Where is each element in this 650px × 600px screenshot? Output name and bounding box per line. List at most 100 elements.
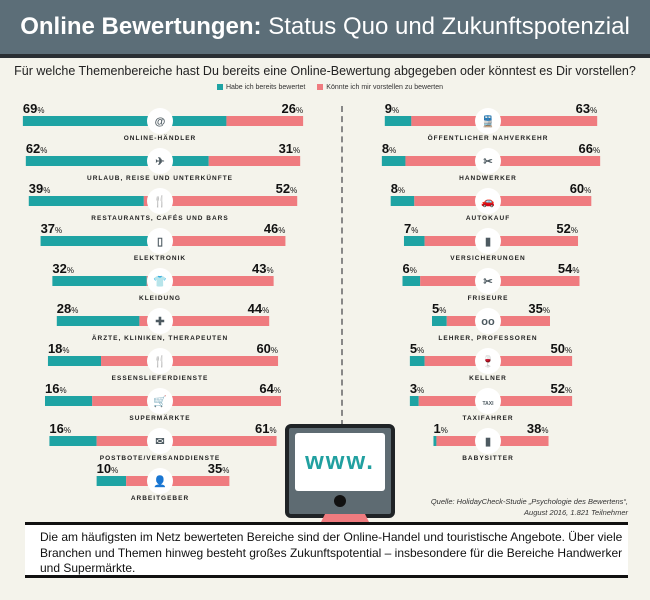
category-label: HANDWERKER xyxy=(459,175,517,182)
category-label: BABYSITTER xyxy=(462,455,514,462)
monitor-button xyxy=(334,495,346,507)
legend: Habe ich bereits bewertet Könnte ich mir… xyxy=(0,84,650,91)
value-could: 60% xyxy=(256,341,278,356)
category-label: POSTBOTE/VERSANDDIENSTE xyxy=(100,455,221,462)
bar-could xyxy=(146,276,274,286)
bar-rated xyxy=(432,316,447,326)
value-rated: 5% xyxy=(432,301,446,316)
icon-circle xyxy=(147,108,173,134)
category-label: ÄRZTE, KLINIKEN, THERAPEUTEN xyxy=(92,334,228,342)
summary-text: Die am häufigsten im Netz bewerteten Ber… xyxy=(25,522,628,578)
divider xyxy=(341,106,343,426)
baby-bottle-icon: ▮ xyxy=(485,436,491,448)
value-rated: 32% xyxy=(52,261,74,276)
value-could: 52% xyxy=(556,221,578,236)
category-label: LEHRER, PROFESSOREN xyxy=(438,335,537,342)
value-could: 43% xyxy=(252,261,274,276)
icon-circle xyxy=(475,228,501,254)
value-rated: 69% xyxy=(23,101,45,116)
icon-circle xyxy=(147,188,173,214)
value-rated: 5% xyxy=(410,341,424,356)
bar-rated xyxy=(402,276,421,286)
category-label: ARBEITGEBER xyxy=(131,495,189,502)
icon-circle xyxy=(147,308,173,334)
glasses-icon: oo xyxy=(481,316,495,328)
wine-icon: 🍷 xyxy=(481,355,495,368)
icon-circle xyxy=(475,188,501,214)
category-label: VERSICHERUNGEN xyxy=(450,255,525,262)
bar-could xyxy=(139,316,270,326)
legend-could: Könnte ich mir vorstellen zu bewerten xyxy=(326,84,444,91)
value-could: 44% xyxy=(248,301,270,316)
person-icon: 👤 xyxy=(153,475,167,488)
cutlery-icon: 🍴 xyxy=(153,195,167,208)
value-could: 66% xyxy=(579,141,601,156)
car-icon: 🚗 xyxy=(481,196,495,208)
bar-rated xyxy=(390,196,415,206)
value-rated: 6% xyxy=(403,261,417,276)
icon-circle xyxy=(147,268,173,294)
category-label: TAXIFAHRER xyxy=(462,415,513,422)
value-rated: 37% xyxy=(41,221,63,236)
bar-could xyxy=(405,156,601,166)
category-label: SUPERMÄRKTE xyxy=(129,414,190,422)
bar-rated xyxy=(45,396,93,406)
bar-could xyxy=(126,476,230,486)
page-title: Online Bewertungen: Status Quo und Zukun… xyxy=(0,0,650,58)
value-rated: 10% xyxy=(97,461,119,476)
title-rest: Status Quo und Zukunftspotenzial xyxy=(268,13,630,40)
category-label: FRISEURE xyxy=(468,295,509,302)
icon-circle xyxy=(147,148,173,174)
bar-could xyxy=(149,236,286,246)
value-rated: 62% xyxy=(26,141,48,156)
value-could: 54% xyxy=(558,261,580,276)
monitor-screen: www. xyxy=(295,433,385,491)
cart-icon: 🛒 xyxy=(153,395,167,408)
value-rated: 16% xyxy=(49,421,71,436)
value-could: 60% xyxy=(570,181,592,196)
icon-circle xyxy=(147,228,173,254)
cutlery-icon: 🍴 xyxy=(153,355,167,368)
value-could: 26% xyxy=(282,101,304,116)
icon-circle xyxy=(147,388,173,414)
bar-rated xyxy=(403,236,425,246)
bar-rated xyxy=(22,116,227,126)
envelope-icon: ✉ xyxy=(155,436,164,448)
category-label: KELLNER xyxy=(469,375,507,382)
phone-icon: ▯ xyxy=(157,236,163,248)
value-could: 38% xyxy=(527,421,549,436)
value-rated: 7% xyxy=(404,221,418,236)
document-icon: ▮ xyxy=(485,236,491,248)
icon-circle xyxy=(147,468,173,494)
category-label: RESTAURANTS, CAFÉS UND BARS xyxy=(91,213,228,222)
icon-circle xyxy=(475,388,501,414)
value-rated: 16% xyxy=(45,381,67,396)
value-rated: 9% xyxy=(385,101,399,116)
bar-could xyxy=(226,116,304,126)
bar-could xyxy=(143,196,298,206)
legend-rated: Habe ich bereits bewertet xyxy=(225,84,306,91)
value-could: 63% xyxy=(576,101,598,116)
bar-rated xyxy=(409,356,425,366)
bar-could xyxy=(92,396,281,406)
medical-cross-icon: ✚ xyxy=(155,316,164,328)
source-note: Quelle: HolidayCheck-Studie „Psychologie… xyxy=(430,497,628,517)
value-could: 46% xyxy=(264,221,286,236)
bar-could xyxy=(411,116,598,126)
bar-could xyxy=(424,236,579,246)
value-rated: 8% xyxy=(382,141,396,156)
category-label: ELEKTRONIK xyxy=(134,255,186,262)
icon-circle xyxy=(475,268,501,294)
value-rated: 18% xyxy=(48,341,70,356)
scissors-icon: ✂ xyxy=(483,276,492,288)
value-rated: 8% xyxy=(391,181,405,196)
icon-circle xyxy=(475,308,501,334)
bar-rated xyxy=(56,316,140,326)
icon-circle xyxy=(475,428,501,454)
bar-rated xyxy=(40,236,150,246)
value-could: 35% xyxy=(528,301,550,316)
value-could: 52% xyxy=(276,181,298,196)
value-could: 50% xyxy=(551,341,573,356)
tools-icon: ✂ xyxy=(483,156,492,168)
legend-swatch-could xyxy=(317,84,324,90)
